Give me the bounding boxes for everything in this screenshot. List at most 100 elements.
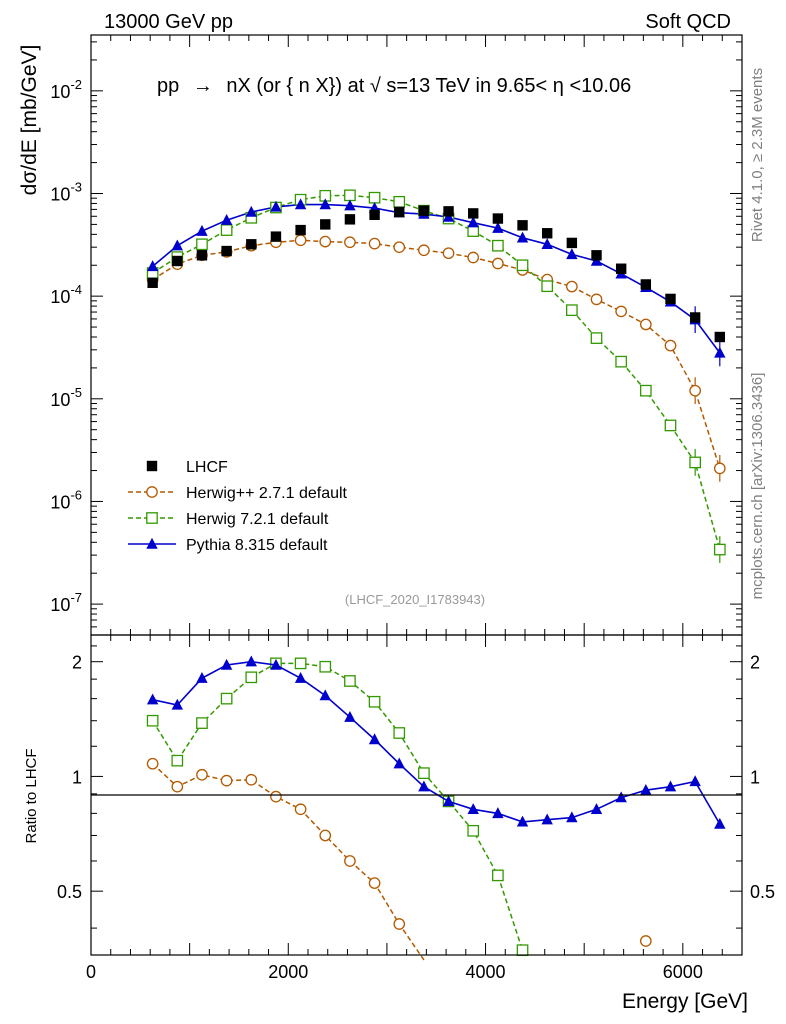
title-sqrt: √	[370, 75, 381, 97]
title-energy: s=13 TeV in 9.65<	[386, 75, 547, 97]
lhcf-point	[665, 293, 676, 305]
herwig-7-2-1-default-ratio-point	[294, 657, 307, 670]
y-tick-label: 10-2	[50, 77, 82, 102]
lhcf-point	[615, 263, 627, 274]
herwig-2-7-1-default-point	[566, 280, 578, 293]
pythia-8-315-default-ratio-point	[393, 757, 405, 769]
herwig-7-2-1-default-ratio-point	[344, 675, 356, 687]
ratio-y-tick-label-left: 2	[72, 653, 82, 673]
herwig-7-2-1-default-point	[344, 189, 356, 202]
herwig-7-2-1-default-ratio-point	[171, 754, 184, 767]
herwig-2-7-1-default-ratio-point	[245, 773, 258, 786]
herwig-7-2-1-default-ratio-point	[492, 869, 504, 882]
legend-label-herwig-7-2-1-default: Herwig 7.2.1 default	[186, 511, 329, 528]
pythia-8-315-default-ratio-point	[689, 775, 701, 787]
herwig-2-7-1-default-point	[442, 247, 455, 260]
main-axis-ticks: 10-7 10-6 10-5 10-4 10-3 10-2	[50, 35, 743, 636]
pythia-8-315-default-point	[516, 231, 529, 243]
herwig-2-7-1-default-point	[393, 241, 406, 254]
pythia-8-315-default-ratio-point	[196, 672, 208, 683]
lhcf-point	[541, 228, 553, 239]
y-tick-label: 10-6	[50, 487, 82, 512]
legend: LHCF Herwig++ 2.7.1 default Herwig 7.2.1 d…	[128, 459, 348, 554]
legend-marker-herwig-2-7-1-default	[146, 486, 158, 498]
title-nbar: n	[299, 75, 310, 97]
ratio-y-tick-label-right: 2	[750, 653, 760, 673]
pythia-8-315-default-ratio-point	[270, 658, 282, 670]
rivet-label: Rivet 4.1.0, ≥ 2.3M events	[749, 68, 766, 242]
herwig-2-7-1-default-ratio-point	[294, 803, 307, 816]
herwig-2-7-1-default-ratio-point	[146, 757, 159, 770]
herwig-2-7-1-default-ratio-point	[319, 829, 332, 842]
herwig-2-7-1-default-ratio-point	[368, 877, 381, 889]
herwig-7-2-1-default-ratio-point	[368, 695, 381, 708]
lhcf-point	[714, 331, 726, 343]
herwig-2-7-1-default-point	[590, 293, 603, 306]
herwig-2-7-1-default-ratio-point	[393, 918, 406, 930]
mcplots-label: mcplots.cern.ch [arXiv:1306.3436]	[749, 373, 766, 600]
pythia-8-315-default-ratio-point	[368, 733, 381, 745]
pythia-8-315-default-point	[146, 260, 159, 272]
title-arrow: →	[193, 75, 213, 97]
herwig-2-7-1-default-point	[467, 251, 480, 264]
x-axis-label: Energy [GeV]	[622, 990, 748, 1013]
title-final: nX (or {	[226, 75, 293, 97]
pythia-8-315-default-ratio-point	[344, 711, 356, 722]
herwig-7-2-1-default-point	[368, 191, 381, 204]
y-tick-label: 10-7	[50, 590, 82, 615]
legend-label-lhcf: LHCF	[186, 459, 228, 476]
pythia-8-315-default-point	[467, 216, 479, 228]
ratio-y-tick-label-left: 1	[72, 767, 82, 787]
lhcf-point	[468, 208, 479, 219]
pythia-8-315-default-ratio-point	[615, 791, 627, 803]
lhcf-point	[172, 255, 183, 267]
pythia-8-315-default-ratio-point	[590, 803, 603, 814]
legend-marker-pythia-8-315-default	[146, 537, 158, 549]
herwig-2-7-1-default-point	[418, 244, 430, 257]
pythia-8-315-default-ratio-point	[541, 813, 553, 825]
lhcf-point	[221, 245, 232, 257]
header-right: Soft QCD	[645, 11, 731, 33]
herwig-2-7-1-default-point	[319, 235, 332, 248]
herwig-7-2-1-default-ratio-point	[393, 727, 406, 739]
herwig-7-2-1-default-ratio-point	[516, 944, 529, 957]
chart-title: pp → nX (or { n X}) at √ s=13 TeV in 9.6…	[157, 75, 631, 97]
lhcf-point	[196, 250, 208, 261]
pythia-8-315-default-point	[344, 199, 356, 211]
pythia-8-315-default-point	[714, 346, 726, 358]
title-eta: η	[553, 75, 564, 97]
pythia-8-315-default-point	[196, 224, 208, 236]
herwig-2-7-1-default-point	[639, 318, 652, 331]
lhcf-point	[566, 237, 578, 249]
lhcf-point	[295, 224, 306, 236]
pythia-8-315-default-point	[294, 198, 307, 210]
lhcf-point	[443, 206, 454, 217]
lhcf-point	[689, 312, 701, 323]
herwig-2-7-1-default-ratio-point	[220, 774, 233, 787]
herwig-7-2-1-default-point	[689, 456, 701, 469]
herwig-7-2-1-default-point	[196, 238, 208, 251]
pythia-8-315-default-point	[245, 205, 257, 217]
herwig-7-2-1-default-point	[393, 195, 406, 208]
herwig-7-2-1-default-ratio-point	[418, 767, 430, 780]
main-series-layer	[146, 189, 726, 563]
pythia-8-315-default-ratio-point	[664, 780, 677, 792]
lhcf-point	[492, 213, 504, 224]
pythia-8-315-default-ratio-point	[418, 780, 430, 792]
title-range: <10.06	[569, 75, 631, 97]
x-tick-label: 0	[86, 962, 96, 982]
herwig-7-2-1-default-point	[492, 239, 504, 252]
legend-label-herwig-2-7-1-default: Herwig++ 2.7.1 default	[186, 485, 348, 502]
herwig-7-2-1-default-point	[713, 543, 726, 556]
lhcf-point	[320, 219, 331, 230]
lhcf-point	[394, 206, 405, 218]
pythia-8-315-default-ratio-point	[319, 689, 331, 701]
y-tick-label: 10-3	[50, 179, 82, 204]
ratio-y-tick-label-right: 1	[750, 767, 760, 787]
pythia-8-315-default-ratio-point	[146, 693, 159, 705]
herwig-7-2-1-default-point	[220, 224, 233, 236]
pythia-8-315-default-point	[541, 238, 553, 249]
pythia-8-315-default-ratio-point	[492, 807, 504, 819]
